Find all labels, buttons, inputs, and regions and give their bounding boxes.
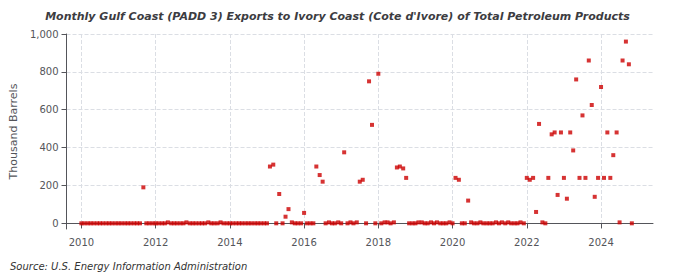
svg-text:2020: 2020 xyxy=(440,237,465,248)
svg-text:Thousand Barrels: Thousand Barrels xyxy=(7,83,20,180)
svg-text:2022: 2022 xyxy=(514,237,539,248)
svg-text:800: 800 xyxy=(39,66,58,77)
svg-text:2012: 2012 xyxy=(143,237,168,248)
svg-text:1,000: 1,000 xyxy=(30,29,59,40)
svg-text:Monthly Gulf Coast (PADD 3) Ex: Monthly Gulf Coast (PADD 3) Exports to I… xyxy=(45,10,630,23)
svg-text:2010: 2010 xyxy=(69,237,94,248)
svg-text:2014: 2014 xyxy=(217,237,242,248)
svg-text:Source: U.S. Energy Informatio: Source: U.S. Energy Information Administ… xyxy=(10,261,247,272)
svg-text:400: 400 xyxy=(39,142,58,153)
svg-text:0: 0 xyxy=(52,218,58,229)
svg-text:200: 200 xyxy=(39,180,58,191)
svg-text:600: 600 xyxy=(39,104,58,115)
svg-text:2016: 2016 xyxy=(291,237,316,248)
svg-text:2024: 2024 xyxy=(588,237,613,248)
svg-text:2018: 2018 xyxy=(366,237,391,248)
